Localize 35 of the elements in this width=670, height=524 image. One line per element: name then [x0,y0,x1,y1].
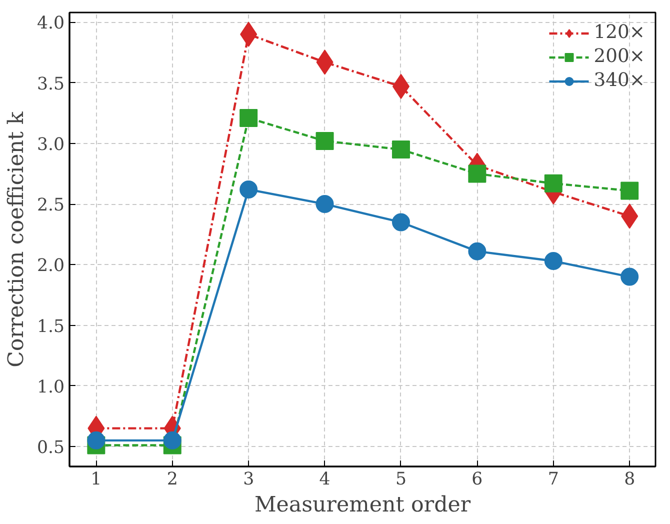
point [316,195,334,214]
x-tick-label: 4 [319,470,330,490]
y-tick-label: 4.0 [36,14,65,34]
point [544,252,562,270]
x-tick-label: 6 [472,470,483,490]
x-tick-label: 5 [395,470,406,490]
x-tick-label: 8 [624,470,636,490]
legend-label: 340× [594,70,645,91]
x-tick-label: 2 [166,470,178,490]
point [240,180,258,198]
x-tick-label: 1 [90,470,102,490]
y-tick-label: 2.5 [36,196,65,216]
legend-label: 200× [594,46,645,67]
y-tick-label: 3.5 [36,74,65,94]
point [316,132,334,150]
y-tick-label: 2.0 [36,256,65,276]
point [240,108,258,127]
legend-label: 120× [594,22,645,43]
point [544,174,562,192]
y-tick-label: 3.0 [36,134,65,155]
x-axis-title: Measurement order [254,492,472,518]
point [392,213,410,232]
y-tick-label: 1.5 [36,316,65,337]
y-axis-title: Correction coefficient k [4,110,29,368]
point [468,164,486,183]
point [163,431,182,450]
point [392,140,410,158]
point [87,431,106,450]
y-tick-label: 1.0 [36,377,65,398]
point [468,242,486,260]
x-tick-label: 3 [243,470,254,490]
point [620,182,639,200]
point [620,268,639,286]
y-tick-label: 0.5 [36,438,65,458]
x-tick-label: 7 [548,470,559,490]
